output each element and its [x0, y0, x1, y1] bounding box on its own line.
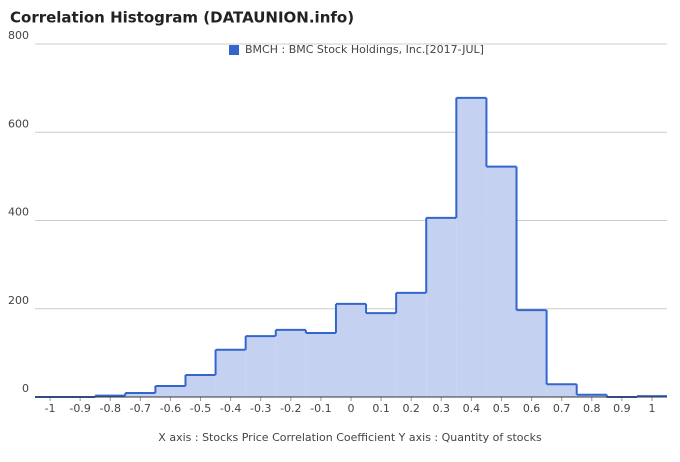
x-tick-label: 0.1	[372, 402, 390, 415]
axis-caption: X axis : Stocks Price Correlation Coeffi…	[158, 431, 542, 444]
bar	[185, 374, 216, 397]
bar	[516, 310, 547, 397]
y-tick-label: 400	[8, 206, 29, 219]
x-tick-label: 0.2	[402, 402, 420, 415]
bar	[125, 393, 156, 397]
x-tick-label: 0	[348, 402, 355, 415]
x-tick-label: 0.4	[463, 402, 481, 415]
x-tick-label: 0.6	[523, 402, 541, 415]
bar	[335, 303, 367, 397]
bar	[486, 166, 517, 397]
x-tick-label: -0.5	[190, 402, 211, 415]
legend-swatch	[229, 45, 239, 55]
bar	[275, 329, 306, 397]
x-tick-label: -0.9	[69, 402, 90, 415]
bar	[366, 313, 397, 397]
x-tick-label: -0.1	[310, 402, 331, 415]
bar	[456, 97, 487, 398]
bar	[396, 292, 427, 397]
bar	[426, 217, 457, 397]
x-tick-label: -0.2	[280, 402, 301, 415]
x-tick-label: 0.3	[433, 402, 451, 415]
x-tick-label: 0.9	[613, 402, 631, 415]
y-tick-label: 800	[8, 29, 29, 42]
y-tick-label: 0	[22, 382, 29, 395]
bar	[546, 384, 577, 397]
bar	[155, 385, 186, 397]
x-tick-label: -0.4	[220, 402, 241, 415]
x-tick-label: 0.7	[553, 402, 571, 415]
bar	[576, 394, 607, 397]
x-tick-label: -0.6	[160, 402, 181, 415]
y-tick-label: 200	[8, 294, 29, 307]
bar	[245, 336, 276, 397]
y-tick-label: 600	[8, 117, 29, 130]
chart-title: Correlation Histogram (DATAUNION.info)	[10, 9, 354, 27]
x-tick-label: 1	[648, 402, 655, 415]
bar	[215, 349, 246, 397]
x-tick-label: -1	[45, 402, 56, 415]
legend-label: BMCH : BMC Stock Holdings, Inc.[2017-JUL…	[245, 43, 484, 56]
x-tick-label: -0.3	[250, 402, 271, 415]
x-tick-label: -0.8	[100, 402, 121, 415]
x-tick-label: 0.5	[493, 402, 511, 415]
x-tick-label: 0.8	[583, 402, 601, 415]
x-tick-label: -0.7	[130, 402, 151, 415]
bar	[305, 333, 336, 397]
